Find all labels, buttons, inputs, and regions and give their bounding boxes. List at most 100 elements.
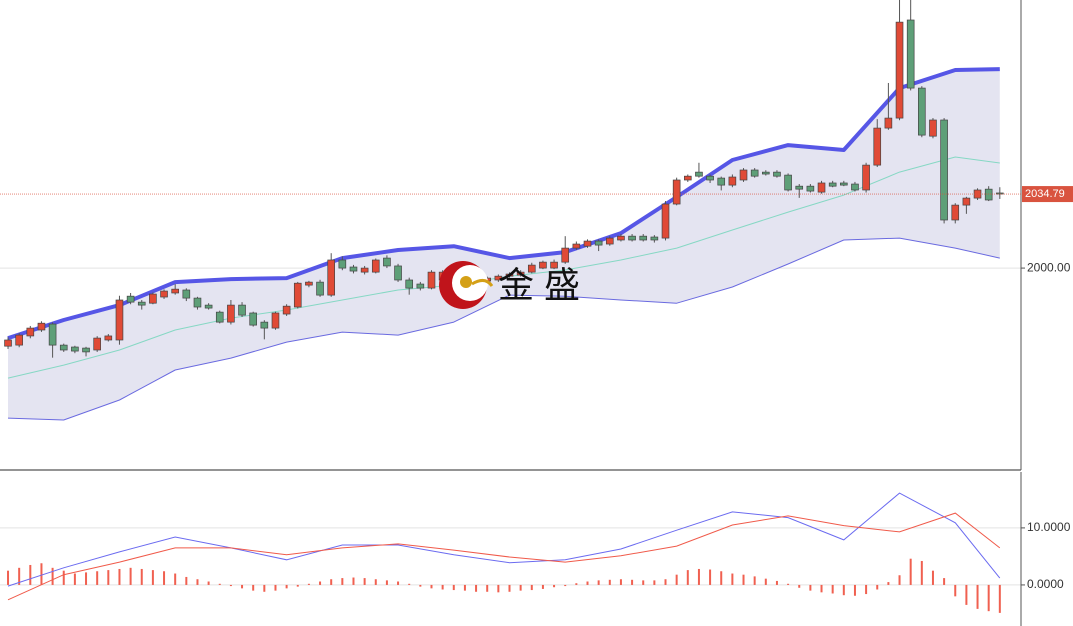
histogram-bar (820, 584, 823, 593)
candle-body (605, 237, 614, 245)
histogram-bar (764, 578, 767, 585)
candle-body (906, 19, 915, 89)
histogram-bar (920, 560, 923, 585)
histogram-bar (642, 580, 645, 585)
last-price-label: 2034.79 (1025, 188, 1065, 200)
histogram-bar (853, 584, 856, 596)
histogram-bar (675, 574, 678, 585)
histogram-bar (341, 578, 344, 585)
histogram-bar (731, 573, 734, 585)
candle-body (305, 281, 313, 286)
candle-body (48, 323, 57, 346)
histogram-bar (18, 567, 21, 585)
histogram-bar (62, 570, 65, 585)
histogram-bar (519, 584, 522, 591)
histogram-bar (140, 568, 143, 585)
candle-body (840, 182, 848, 186)
histogram-bar (541, 584, 544, 589)
candle-body (137, 301, 146, 306)
candle-body (628, 235, 636, 241)
candle-body (149, 293, 157, 304)
histogram-bar (809, 584, 812, 591)
histogram-bar (107, 570, 110, 585)
candle-body (784, 174, 792, 191)
histogram-bar (697, 568, 700, 585)
candle-body (371, 259, 380, 273)
candle-body (37, 322, 46, 331)
candle-body (862, 164, 870, 191)
candle-body (271, 312, 280, 329)
candle-body (360, 267, 369, 273)
histogram-bar (363, 578, 366, 585)
histogram-bar (118, 568, 121, 585)
y-tick-label: 2000.00 (1027, 260, 1071, 274)
candle-body (494, 275, 503, 281)
histogram-bar (508, 584, 511, 592)
histogram-bar (775, 580, 778, 585)
histogram-bar (486, 584, 489, 592)
candle-body (817, 182, 826, 193)
y-tick-label: 10.0000 (1027, 520, 1071, 534)
candle-body (260, 321, 269, 329)
candle-body (516, 271, 525, 276)
candle-body (795, 185, 804, 190)
candle-body (806, 185, 815, 192)
candle-body (717, 177, 726, 186)
candle-body (962, 197, 971, 206)
histogram-bar (73, 573, 76, 585)
histogram-bar (709, 569, 712, 585)
histogram-bar (575, 583, 578, 585)
histogram-bar (463, 584, 466, 591)
histogram-bar (787, 583, 790, 585)
candle-body (951, 204, 960, 221)
candle-body (249, 312, 257, 326)
histogram-bar (207, 581, 210, 585)
histogram-bar (965, 584, 968, 605)
candle-body (505, 273, 514, 277)
histogram-bar (686, 570, 689, 585)
candle-body (639, 235, 648, 241)
candle-body (918, 87, 926, 136)
candle-body (695, 171, 703, 177)
candle-body (739, 169, 748, 181)
histogram-bar (51, 567, 54, 585)
histogram-bar (85, 572, 88, 585)
histogram-bar (564, 584, 567, 587)
candle-body (617, 235, 625, 241)
candle-body (427, 271, 436, 289)
histogram-bar (374, 579, 377, 585)
candle-body (293, 282, 302, 308)
candle-body (884, 117, 893, 129)
histogram-bar (174, 573, 177, 585)
watermark-text: 金 盛 (498, 265, 580, 306)
candle-body (405, 279, 414, 289)
band-line (7, 237, 1000, 421)
candle-body (572, 243, 581, 249)
candle-body (327, 259, 335, 296)
histogram-bar (285, 584, 288, 589)
histogram-bar (218, 583, 221, 585)
histogram-bar (753, 576, 756, 585)
candle-body (873, 127, 882, 166)
candle-body (82, 347, 90, 353)
candle-body (338, 259, 347, 269)
histogram-bar (553, 584, 556, 588)
histogram-bar (419, 584, 422, 587)
candle-body (349, 266, 358, 272)
candle-body (182, 289, 191, 299)
candle-body (282, 305, 291, 315)
candle-body (594, 240, 603, 246)
candle-body (71, 346, 79, 352)
band-line (7, 67, 1000, 341)
candle-body (227, 304, 235, 323)
histogram-bar (29, 564, 32, 585)
candle-body (828, 182, 837, 187)
histogram-bar (909, 558, 912, 585)
histogram-bar (887, 582, 890, 585)
histogram-bar (408, 583, 411, 585)
histogram-bar (831, 584, 834, 594)
histogram-bar (742, 574, 745, 585)
histogram-bar (452, 584, 455, 591)
histogram-bar (653, 580, 656, 585)
